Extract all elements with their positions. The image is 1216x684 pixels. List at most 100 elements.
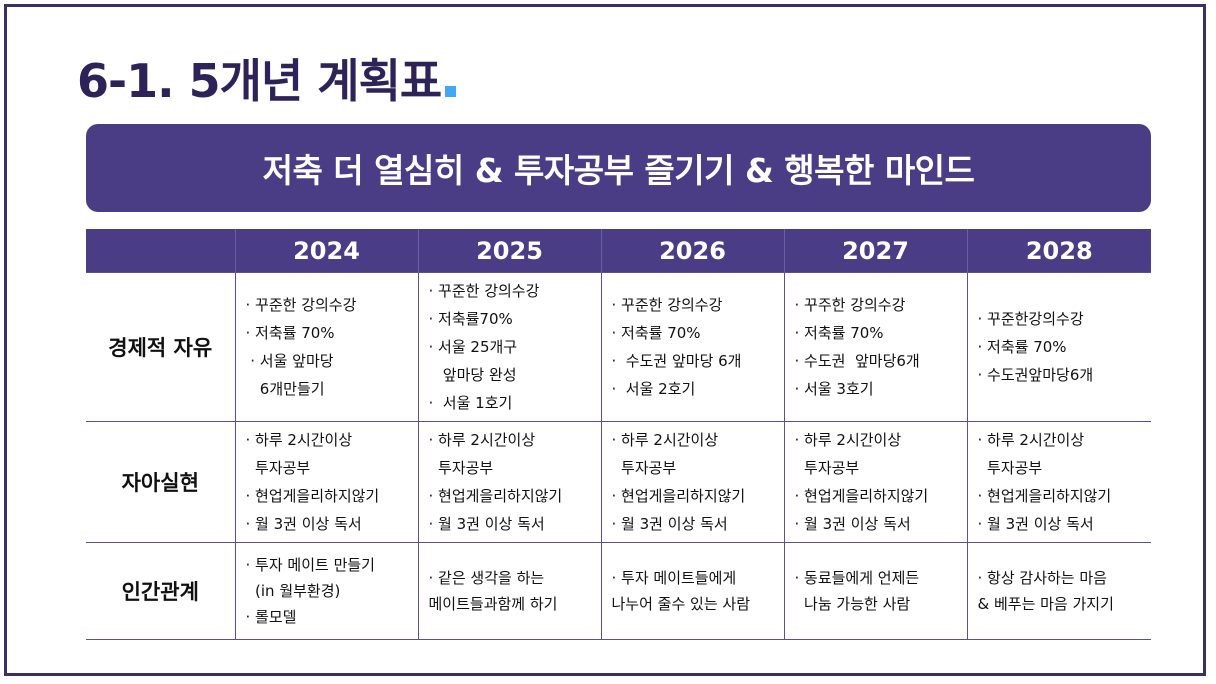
plan-item: · 현업게을리하지않기 <box>794 487 929 505</box>
plan-item: · 서울 앞마당 <box>245 352 334 370</box>
plan-cell-lines: · 꾸준한강의수강 · 저축률 70% · 수도권앞마당6개 <box>978 305 1146 389</box>
plan-item: 앞마당 완성 <box>428 366 517 384</box>
five-year-plan-table: 2024 2025 2026 2027 2028 경제적 자유 · 꾸준한 강의수… <box>86 229 1151 640</box>
plan-cell: · 하루 2시간이상 투자공부 · 현업게을리하지않기 · 월 3권 이상 독서 <box>600 421 785 543</box>
plan-item: · 꾸준한 강의수강 <box>611 296 723 314</box>
plan-cell: · 하루 2시간이상 투자공부 · 현업게을리하지않기 · 월 3권 이상 독서 <box>966 421 1151 543</box>
plan-item: · 서울 1호기 <box>428 394 513 412</box>
plan-cell-lines: · 꾸준한 강의수강 · 저축률 70% · 서울 앞마당 6개만들기 <box>246 291 412 403</box>
plan-cell-lines: · 하루 2시간이상 투자공부 · 현업게을리하지않기 · 월 3권 이상 독서 <box>429 426 595 538</box>
plan-item: & 베푸는 마음 가지기 <box>977 595 1114 613</box>
plan-cell-lines: · 하루 2시간이상 투자공부 · 현업게을리하지않기 · 월 3권 이상 독서 <box>246 426 412 538</box>
plan-item: · 저축률 70% <box>245 324 335 342</box>
plan-cell-lines: · 꾸주한 강의수강 · 저축률 70% · 수도권 앞마당6개 · 서울 3호기 <box>795 291 961 403</box>
plan-item: · 현업게을리하지않기 <box>611 487 746 505</box>
plan-cell: · 꾸준한 강의수강 · 저축률 70% · 서울 앞마당 6개만들기 <box>234 272 419 422</box>
plan-item: · 현업게을리하지않기 <box>245 487 380 505</box>
year-header: 2025 <box>418 229 602 273</box>
year-header-row: 2024 2025 2026 2027 2028 <box>86 229 1151 273</box>
plan-item: · 월 3권 이상 독서 <box>977 515 1094 533</box>
plan-item: · 월 3권 이상 독서 <box>611 515 728 533</box>
plan-item: · 하루 2시간이상 <box>977 431 1085 449</box>
plan-item: · 꾸주한 강의수강 <box>794 296 906 314</box>
plan-item: · 롤모델 <box>245 608 297 626</box>
year-header: 2028 <box>967 229 1151 273</box>
plan-cell-lines: · 하루 2시간이상 투자공부 · 현업게을리하지않기 · 월 3권 이상 독서 <box>795 426 961 538</box>
plan-item: · 수도권 앞마당6개 <box>794 352 920 370</box>
plan-item: · 수도권 앞마당 6개 <box>611 352 742 370</box>
plan-item: · 저축률70% <box>428 310 513 328</box>
plan-item: · 현업게을리하지않기 <box>428 487 563 505</box>
plan-item: · 같은 생각을 하는 <box>428 569 545 587</box>
plan-cell: · 꾸준한강의수강 · 저축률 70% · 수도권앞마당6개 <box>966 272 1151 422</box>
page-title-text: 6-1. 5개년 계획표 <box>77 54 442 108</box>
plan-cell: · 꾸준한 강의수강 · 저축률 70% · 수도권 앞마당 6개 · 서울 2호기 <box>600 272 785 422</box>
plan-cell: · 항상 감사하는 마음 & 베푸는 마음 가지기 <box>966 542 1151 640</box>
row-label: 인간관계 <box>86 542 236 640</box>
goal-banner-text: 저축 더 열심히 & 투자공부 즐기기 & 행복한 마인드 <box>262 151 975 190</box>
plan-item: 투자공부 <box>611 459 677 477</box>
plan-cell: · 투자 메이트 만들기 (in 월부환경) · 롤모델 <box>234 542 419 640</box>
plan-item: · 수도권앞마당6개 <box>977 366 1094 384</box>
plan-item: 투자공부 <box>977 459 1043 477</box>
relationships-row: 인간관계 · 투자 메이트 만들기 (in 월부환경) · 롤모델 · 같은 생각을 … <box>86 542 1151 640</box>
header-empty-cell <box>86 229 236 273</box>
plan-item: · 저축률 70% <box>611 324 701 342</box>
plan-item: (in 월부환경) <box>245 582 341 600</box>
plan-item: 나눔 가능한 사람 <box>794 595 911 613</box>
plan-cell: · 하루 2시간이상 투자공부 · 현업게을리하지않기 · 월 3권 이상 독서 <box>417 421 602 543</box>
plan-cell-lines: · 동료들에게 언제든 나눔 가능한 사람 <box>795 565 961 617</box>
title-accent-dot <box>445 86 457 97</box>
plan-item: · 하루 2시간이상 <box>611 431 719 449</box>
plan-item: · 서울 25개구 <box>428 338 518 356</box>
plan-item: 6개만들기 <box>245 380 325 398</box>
economic-freedom-row: 경제적 자유 · 꾸준한 강의수강 · 저축률 70% · 서울 앞마당 6개만들기… <box>86 272 1151 422</box>
plan-cell-lines: · 항상 감사하는 마음 & 베푸는 마음 가지기 <box>978 565 1146 617</box>
plan-cell-lines: · 꾸준한 강의수강 · 저축률70% · 서울 25개구 앞마당 완성 · 서울 1… <box>429 277 595 417</box>
plan-item: · 월 3권 이상 독서 <box>794 515 911 533</box>
plan-item: · 꾸준한 강의수강 <box>428 282 540 300</box>
plan-item: · 현업게을리하지않기 <box>977 487 1112 505</box>
plan-item: · 하루 2시간이상 <box>794 431 902 449</box>
plan-cell: · 꾸주한 강의수강 · 저축률 70% · 수도권 앞마당6개 · 서울 3호기 <box>783 272 968 422</box>
plan-item: · 항상 감사하는 마음 <box>977 569 1107 587</box>
row-label: 자아실현 <box>86 421 236 543</box>
plan-item: · 저축률 70% <box>794 324 884 342</box>
plan-cell: · 꾸준한 강의수강 · 저축률70% · 서울 25개구 앞마당 완성 · 서울 1… <box>417 272 602 422</box>
plan-item: · 서울 2호기 <box>611 380 696 398</box>
plan-item: 투자공부 <box>428 459 494 477</box>
plan-cell-lines: · 꾸준한 강의수강 · 저축률 70% · 수도권 앞마당 6개 · 서울 2호기 <box>612 291 778 403</box>
plan-item: 메이트들과함께 하기 <box>428 595 558 613</box>
plan-item: 투자공부 <box>245 459 311 477</box>
plan-cell: · 하루 2시간이상 투자공부 · 현업게을리하지않기 · 월 3권 이상 독서 <box>783 421 968 543</box>
page-title: 6-1. 5개년 계획표 <box>77 45 457 111</box>
plan-item: · 하루 2시간이상 <box>245 431 353 449</box>
plan-item: · 월 3권 이상 독서 <box>428 515 545 533</box>
plan-cell: · 동료들에게 언제든 나눔 가능한 사람 <box>783 542 968 640</box>
row-label: 경제적 자유 <box>86 272 236 422</box>
plan-cell-lines: · 하루 2시간이상 투자공부 · 현업게을리하지않기 · 월 3권 이상 독서 <box>978 426 1146 538</box>
plan-item: 나누어 줄수 있는 사람 <box>611 595 751 613</box>
plan-cell-lines: · 하루 2시간이상 투자공부 · 현업게을리하지않기 · 월 3권 이상 독서 <box>612 426 778 538</box>
plan-cell: · 하루 2시간이상 투자공부 · 현업게을리하지않기 · 월 3권 이상 독서 <box>234 421 419 543</box>
plan-item: · 하루 2시간이상 <box>428 431 536 449</box>
goal-banner: 저축 더 열심히 & 투자공부 즐기기 & 행복한 마인드 <box>86 124 1151 212</box>
plan-item: 투자공부 <box>794 459 860 477</box>
plan-item: · 저축률 70% <box>977 338 1067 356</box>
plan-item: · 월 3권 이상 독서 <box>245 515 362 533</box>
plan-item: · 투자 메이트들에게 <box>611 569 737 587</box>
plan-cell-lines: · 투자 메이트 만들기 (in 월부환경) · 롤모델 <box>246 552 412 630</box>
plan-item: · 꾸준한 강의수강 <box>245 296 357 314</box>
plan-item: · 동료들에게 언제든 <box>794 569 920 587</box>
plan-item: · 투자 메이트 만들기 <box>245 556 375 574</box>
plan-item: · 서울 3호기 <box>794 380 874 398</box>
self-realization-row: 자아실현 · 하루 2시간이상 투자공부 · 현업게을리하지않기 · 월 3권 이상 … <box>86 421 1151 543</box>
year-header: 2024 <box>235 229 419 273</box>
year-header: 2026 <box>601 229 785 273</box>
year-header: 2027 <box>784 229 968 273</box>
plan-item: · 꾸준한강의수강 <box>977 310 1084 328</box>
